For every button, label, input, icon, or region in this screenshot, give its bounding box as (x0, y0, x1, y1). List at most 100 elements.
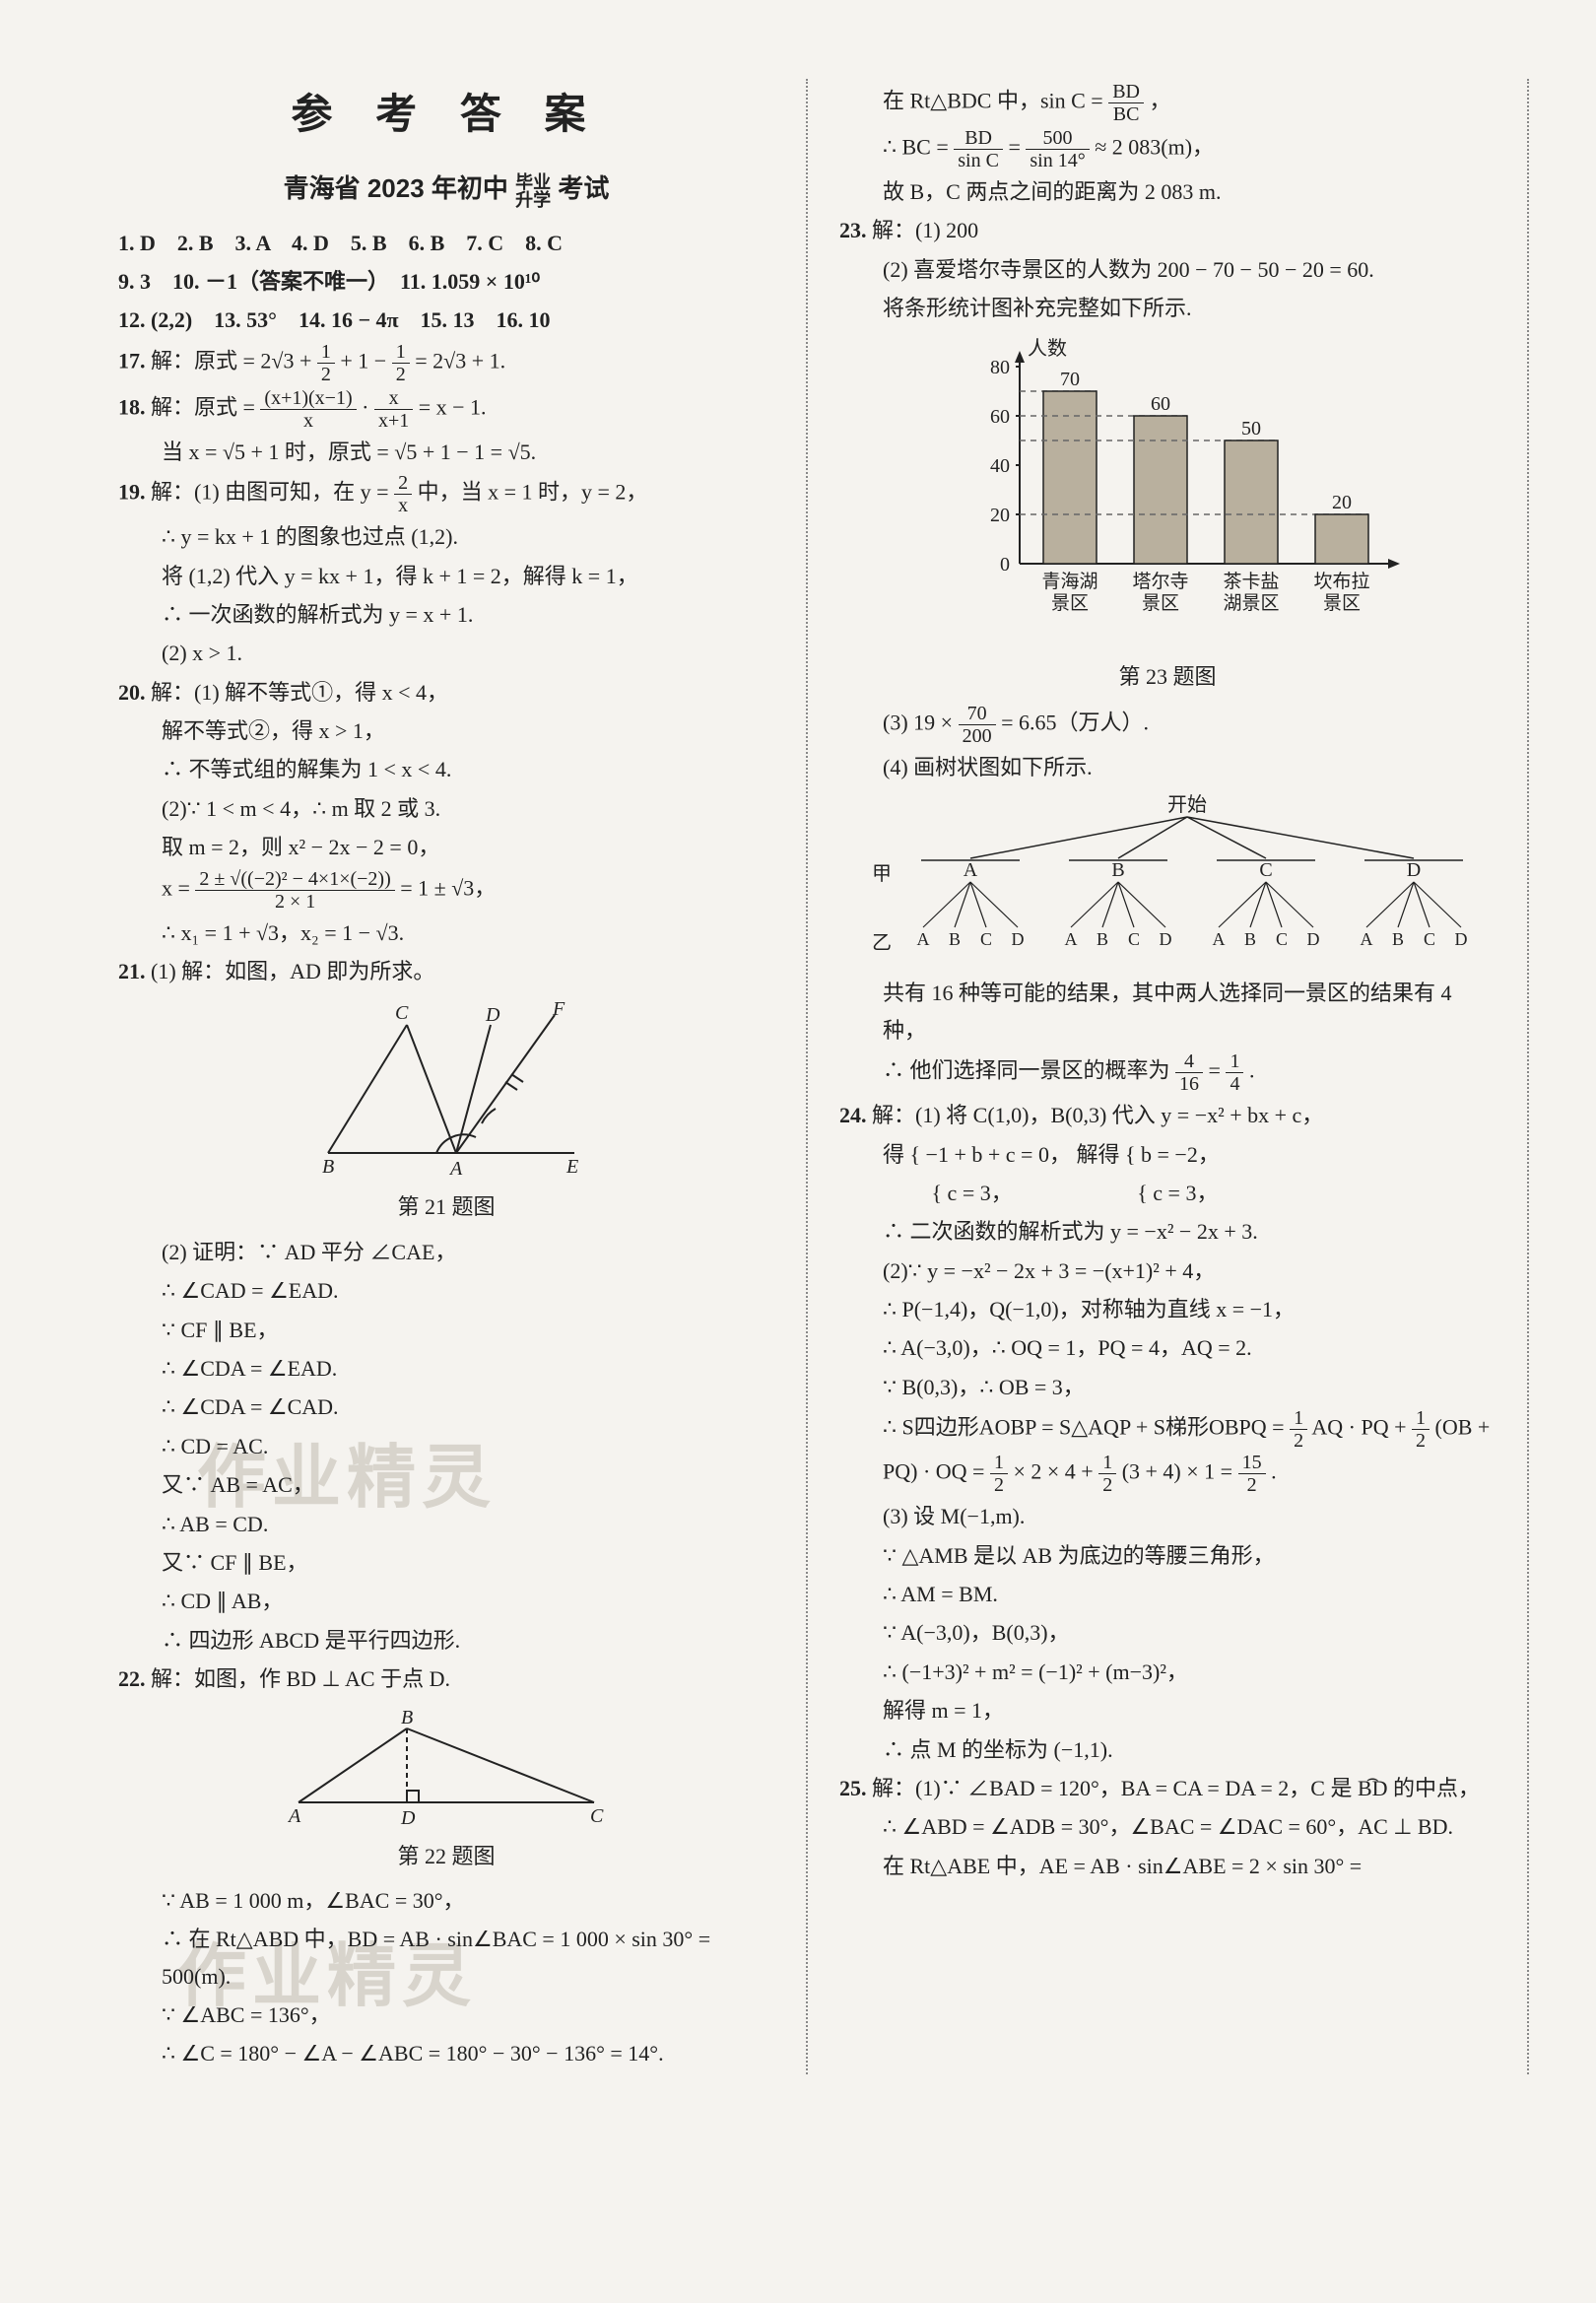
svg-text:80: 80 (990, 357, 1010, 378)
q21-line: ∴ ∠CDA = ∠EAD. (118, 1350, 774, 1387)
svg-text:C: C (1259, 859, 1272, 881)
page-title: 参 考 答 案 (118, 79, 774, 149)
fraction: 12 (317, 341, 335, 385)
svg-text:60: 60 (1151, 393, 1170, 415)
q24-line: ∴ A(−3,0)，∴ OQ = 1，PQ = 4，AQ = 2. (839, 1329, 1496, 1366)
vertex-label: A (287, 1805, 301, 1827)
svg-text:A: A (1213, 929, 1226, 949)
q24-line: ∴ S四边形AOBP = S△AQP + S梯形OBPQ = 12 AQ · P… (839, 1407, 1496, 1496)
bar-chart-svg: 人数20406080070青海湖景区60塔尔寺景区50茶卡盐湖景区20坎布拉景区 (961, 337, 1414, 652)
q21: 21. (1) 解：如图，AD 即为所求。 (118, 953, 774, 989)
qnum: 18. (118, 394, 146, 419)
text: 解：(1) 解不等式①，得 x < 4， (151, 680, 448, 705)
text: . (1271, 1459, 1277, 1484)
answers-row: 9. 3 10. －1（答案不唯一） 11. 1.059 × 10¹⁰ (118, 263, 774, 300)
answers-row: 12. (2,2) 13. 53° 14. 16 − 4π 15. 13 16.… (118, 302, 774, 338)
q19-line: (2) x > 1. (118, 635, 774, 671)
fraction: 416 (1175, 1050, 1203, 1095)
svg-text:B: B (1111, 859, 1124, 881)
svg-text:坎布拉: 坎布拉 (1313, 571, 1369, 592)
fraction: 152 (1238, 1452, 1266, 1496)
fraction: 12 (392, 341, 410, 385)
q24: 24. 解：(1) 将 C(1,0)，B(0,3) 代入 y = −x² + b… (839, 1097, 1496, 1133)
q25-line: 在 Rt△ABE 中，AE = AB · sin∠ABE = 2 × sin 3… (839, 1848, 1496, 1884)
q17: 17. 解：原式 = 2√3 + 12 + 1 − 12 = 2√3 + 1. (118, 341, 774, 385)
q23: 23. 解：(1) 200 (839, 212, 1496, 248)
q23-line: (2) 喜爱塔尔寺景区的人数为 200 − 70 − 50 − 20 = 60. (839, 251, 1496, 288)
q19-line: 将 (1,2) 代入 y = kx + 1，得 k + 1 = 2，解得 k =… (118, 558, 774, 594)
q21-line: ∴ 四边形 ABCD 是平行四边形. (118, 1622, 774, 1659)
svg-text:青海湖: 青海湖 (1041, 571, 1097, 592)
q20-line: ∴ 不等式组的解集为 1 < x < 4. (118, 751, 774, 787)
q24-line: (2)∵ y = −x² − 2x + 3 = −(x+1)² + 4， (839, 1253, 1496, 1289)
figure-caption: 第 23 题图 (839, 658, 1496, 695)
q24-line: ∴ 二次函数的解析式为 y = −x² − 2x + 3. (839, 1213, 1496, 1250)
figure-caption: 第 21 题图 (118, 1188, 774, 1225)
q20-line: 取 m = 2，则 x² − 2x − 2 = 0， (118, 829, 774, 865)
svg-text:B: B (1392, 929, 1404, 949)
svg-text:塔尔寺: 塔尔寺 (1132, 571, 1188, 592)
svg-text:人数: 人数 (1028, 337, 1067, 360)
svg-text:A: A (1065, 929, 1078, 949)
q24-line: 得 { −1 + b + c = 0， 解得 { b = −2， (839, 1136, 1496, 1173)
q20-line: x = 2 ± √((−2)² − 4×1×(−2))2 × 1 = 1 ± √… (118, 868, 774, 913)
fraction: 2 ± √((−2)² − 4×1×(−2))2 × 1 (195, 868, 394, 913)
svg-text:A: A (1361, 929, 1373, 949)
text: 在 Rt△BDC 中，sin C = (883, 89, 1108, 113)
page-root: 作业精灵 作业精灵 参 考 答 案 青海省 2023 年初中 毕业 升学 考试 … (118, 79, 1537, 2074)
q25-line: ∴ ∠ABD = ∠ADB = 30°，∠BAC = ∠DAC = 60°，AC… (839, 1808, 1496, 1845)
q21-line: ∴ ∠CDA = ∠CAD. (118, 1389, 774, 1425)
q19: 19. 解：(1) 由图可知，在 y = 2x 中，当 x = 1 时，y = … (118, 472, 774, 516)
q22: 22. 解：如图，作 BD ⊥ AC 于点 D. (118, 1660, 774, 1697)
q20-line: (2)∵ 1 < m < 4，∴ m 取 2 或 3. (118, 790, 774, 827)
text: 解：原式 = (151, 394, 260, 419)
fraction: 2x (394, 472, 412, 516)
svg-text:50: 50 (1241, 418, 1261, 440)
qnum: 22. (118, 1666, 146, 1691)
text: x = (162, 875, 195, 900)
svg-text:B: B (949, 929, 961, 949)
text: . (1249, 1058, 1255, 1083)
svg-text:景区: 景区 (1323, 593, 1361, 614)
text: (3 + 4) × 1 = (1122, 1459, 1238, 1484)
text: = 1 ± √3， (400, 875, 496, 900)
column-separator (1527, 79, 1529, 2074)
text: = (1008, 135, 1026, 160)
svg-text:茶卡盐: 茶卡盐 (1223, 571, 1279, 592)
q23-line: (3) 19 × 70200 = 6.65（万人）. (839, 703, 1496, 747)
q23-line: ∴ 他们选择同一景区的概率为 416 = 14 . (839, 1050, 1496, 1095)
svg-text:C: C (1276, 929, 1288, 949)
q21-line: ∴ ∠CAD = ∠EAD. (118, 1272, 774, 1309)
svg-text:开始: 开始 (1167, 793, 1207, 816)
svg-text:湖景区: 湖景区 (1223, 592, 1279, 614)
q24-line: ∵ △AMB 是以 AB 为底边的等腰三角形， (839, 1537, 1496, 1574)
column-separator (806, 79, 808, 2074)
figure-22: A B C D (279, 1704, 614, 1832)
q21-line: (2) 证明：∵ AD 平分 ∠CAE， (118, 1234, 774, 1270)
left-column: 作业精灵 作业精灵 参 考 答 案 青海省 2023 年初中 毕业 升学 考试 … (118, 79, 774, 2074)
svg-text:C: C (1424, 929, 1435, 949)
fraction: 12 (1290, 1407, 1307, 1452)
q21-line: 又∵ CF ∥ BE， (118, 1544, 774, 1581)
fraction: 500sin 14° (1026, 127, 1089, 171)
qnum: 23. (839, 218, 867, 242)
svg-text:C: C (980, 929, 992, 949)
q24-line: ∴ (−1+3)² + m² = (−1)² + (m−3)²， (839, 1654, 1496, 1690)
text: (1) 解：如图，AD 即为所求。 (151, 959, 434, 983)
q21-line: ∴ CD ∥ AB， (118, 1583, 774, 1619)
text: AQ · PQ + (1311, 1415, 1412, 1440)
q24-line: ∵ A(−3,0)，B(0,3)， (839, 1614, 1496, 1651)
svg-text:景区: 景区 (1142, 593, 1179, 614)
q20-line: ∴ x₁ = 1 + √3，x₂ = 1 − √3. (118, 914, 774, 951)
ruby-top: 毕业 (515, 173, 551, 191)
q24-line: ∴ P(−1,4)，Q(−1,0)，对称轴为直线 x = −1， (839, 1291, 1496, 1327)
q20: 20. 解：(1) 解不等式①，得 x < 4， (118, 674, 774, 711)
text: = (1209, 1058, 1227, 1083)
page-subtitle: 青海省 2023 年初中 毕业 升学 考试 (118, 167, 774, 210)
svg-text:景区: 景区 (1051, 593, 1089, 614)
q21-line: ∴ CD = AC. (118, 1428, 774, 1464)
q24-line: { c = 3， { c = 3， (839, 1175, 1496, 1211)
q24-line: 解得 m = 1， (839, 1692, 1496, 1728)
svg-text:40: 40 (990, 455, 1010, 477)
text: ∴ BC = (883, 135, 954, 160)
